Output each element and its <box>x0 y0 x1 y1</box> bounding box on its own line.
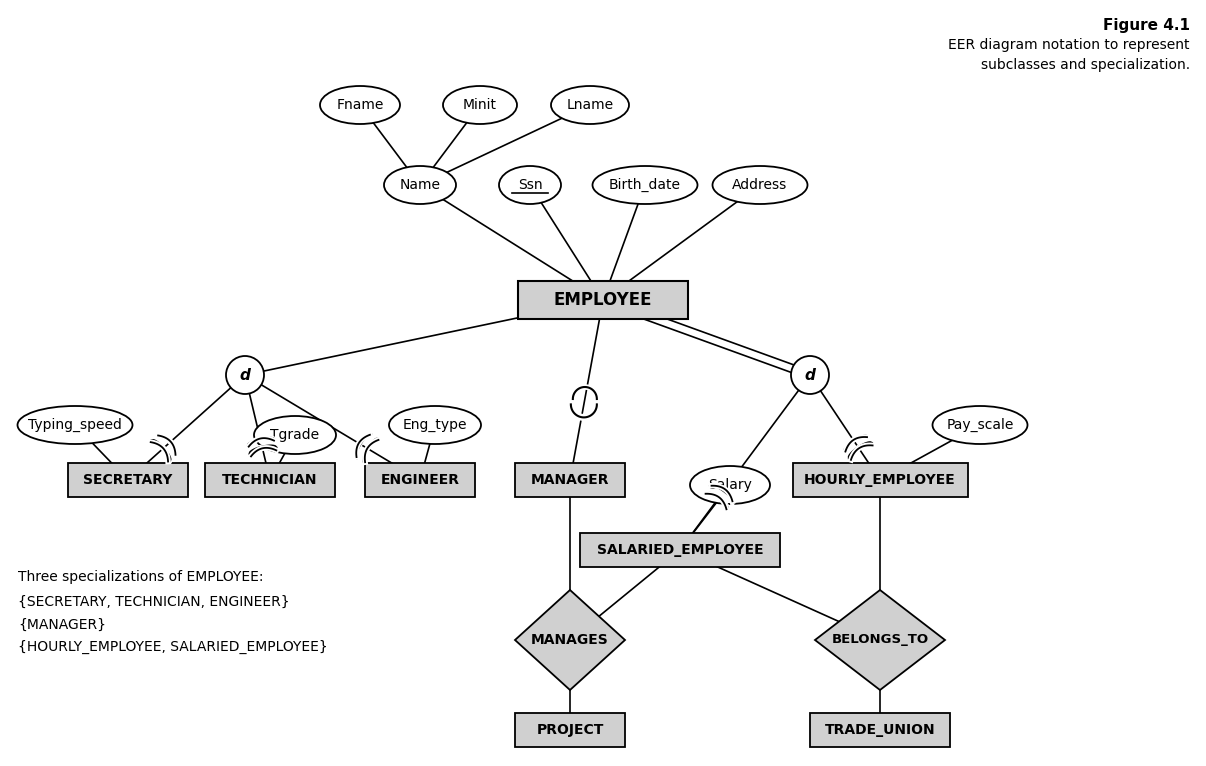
Text: d: d <box>804 368 815 382</box>
Ellipse shape <box>932 406 1028 444</box>
Ellipse shape <box>254 416 336 454</box>
Text: Typing_speed: Typing_speed <box>28 418 122 432</box>
Text: Three specializations of EMPLOYEE:: Three specializations of EMPLOYEE: <box>18 570 263 584</box>
Text: Eng_type: Eng_type <box>403 418 467 432</box>
FancyBboxPatch shape <box>515 713 625 747</box>
Text: {HOURLY_EMPLOYEE, SALARIED_EMPLOYEE}: {HOURLY_EMPLOYEE, SALARIED_EMPLOYEE} <box>18 640 328 654</box>
Ellipse shape <box>713 166 808 204</box>
Text: subclasses and specialization.: subclasses and specialization. <box>980 58 1190 72</box>
Polygon shape <box>815 590 946 690</box>
Ellipse shape <box>226 356 264 394</box>
Text: Minit: Minit <box>463 98 497 112</box>
Text: EMPLOYEE: EMPLOYEE <box>554 291 652 309</box>
Text: Birth_date: Birth_date <box>609 178 681 192</box>
Ellipse shape <box>551 86 630 124</box>
Ellipse shape <box>499 166 561 204</box>
Ellipse shape <box>443 86 517 124</box>
Ellipse shape <box>320 86 400 124</box>
Ellipse shape <box>592 166 697 204</box>
FancyBboxPatch shape <box>515 463 625 497</box>
Text: TECHNICIAN: TECHNICIAN <box>222 473 317 487</box>
Text: {MANAGER}: {MANAGER} <box>18 618 106 632</box>
FancyBboxPatch shape <box>68 463 188 497</box>
Ellipse shape <box>384 166 456 204</box>
Text: BELONGS_TO: BELONGS_TO <box>831 633 929 647</box>
Text: TRADE_UNION: TRADE_UNION <box>825 723 936 737</box>
Text: MANAGES: MANAGES <box>531 633 609 647</box>
Text: d: d <box>240 368 251 382</box>
Text: HOURLY_EMPLOYEE: HOURLY_EMPLOYEE <box>804 473 956 487</box>
Ellipse shape <box>390 406 481 444</box>
Text: Address: Address <box>732 178 788 192</box>
Ellipse shape <box>791 356 829 394</box>
FancyBboxPatch shape <box>792 463 967 497</box>
Text: Figure 4.1: Figure 4.1 <box>1103 18 1190 33</box>
Text: MANAGER: MANAGER <box>531 473 609 487</box>
FancyBboxPatch shape <box>365 463 475 497</box>
FancyBboxPatch shape <box>580 533 780 567</box>
Text: {SECRETARY, TECHNICIAN, ENGINEER}: {SECRETARY, TECHNICIAN, ENGINEER} <box>18 595 289 609</box>
Text: Salary: Salary <box>708 478 751 492</box>
Text: SECRETARY: SECRETARY <box>83 473 172 487</box>
Text: Ssn: Ssn <box>517 178 543 192</box>
Ellipse shape <box>18 406 133 444</box>
FancyBboxPatch shape <box>519 281 687 319</box>
Ellipse shape <box>690 466 769 504</box>
FancyBboxPatch shape <box>810 713 950 747</box>
Text: Pay_scale: Pay_scale <box>947 418 1014 432</box>
Text: Name: Name <box>399 178 440 192</box>
Text: Fname: Fname <box>336 98 384 112</box>
Polygon shape <box>515 590 625 690</box>
Text: PROJECT: PROJECT <box>537 723 604 737</box>
Text: Tgrade: Tgrade <box>270 428 320 442</box>
Text: Lname: Lname <box>567 98 614 112</box>
Text: EER diagram notation to represent: EER diagram notation to represent <box>948 38 1190 52</box>
Text: SALARIED_EMPLOYEE: SALARIED_EMPLOYEE <box>597 543 763 557</box>
FancyBboxPatch shape <box>205 463 335 497</box>
Text: ENGINEER: ENGINEER <box>381 473 459 487</box>
